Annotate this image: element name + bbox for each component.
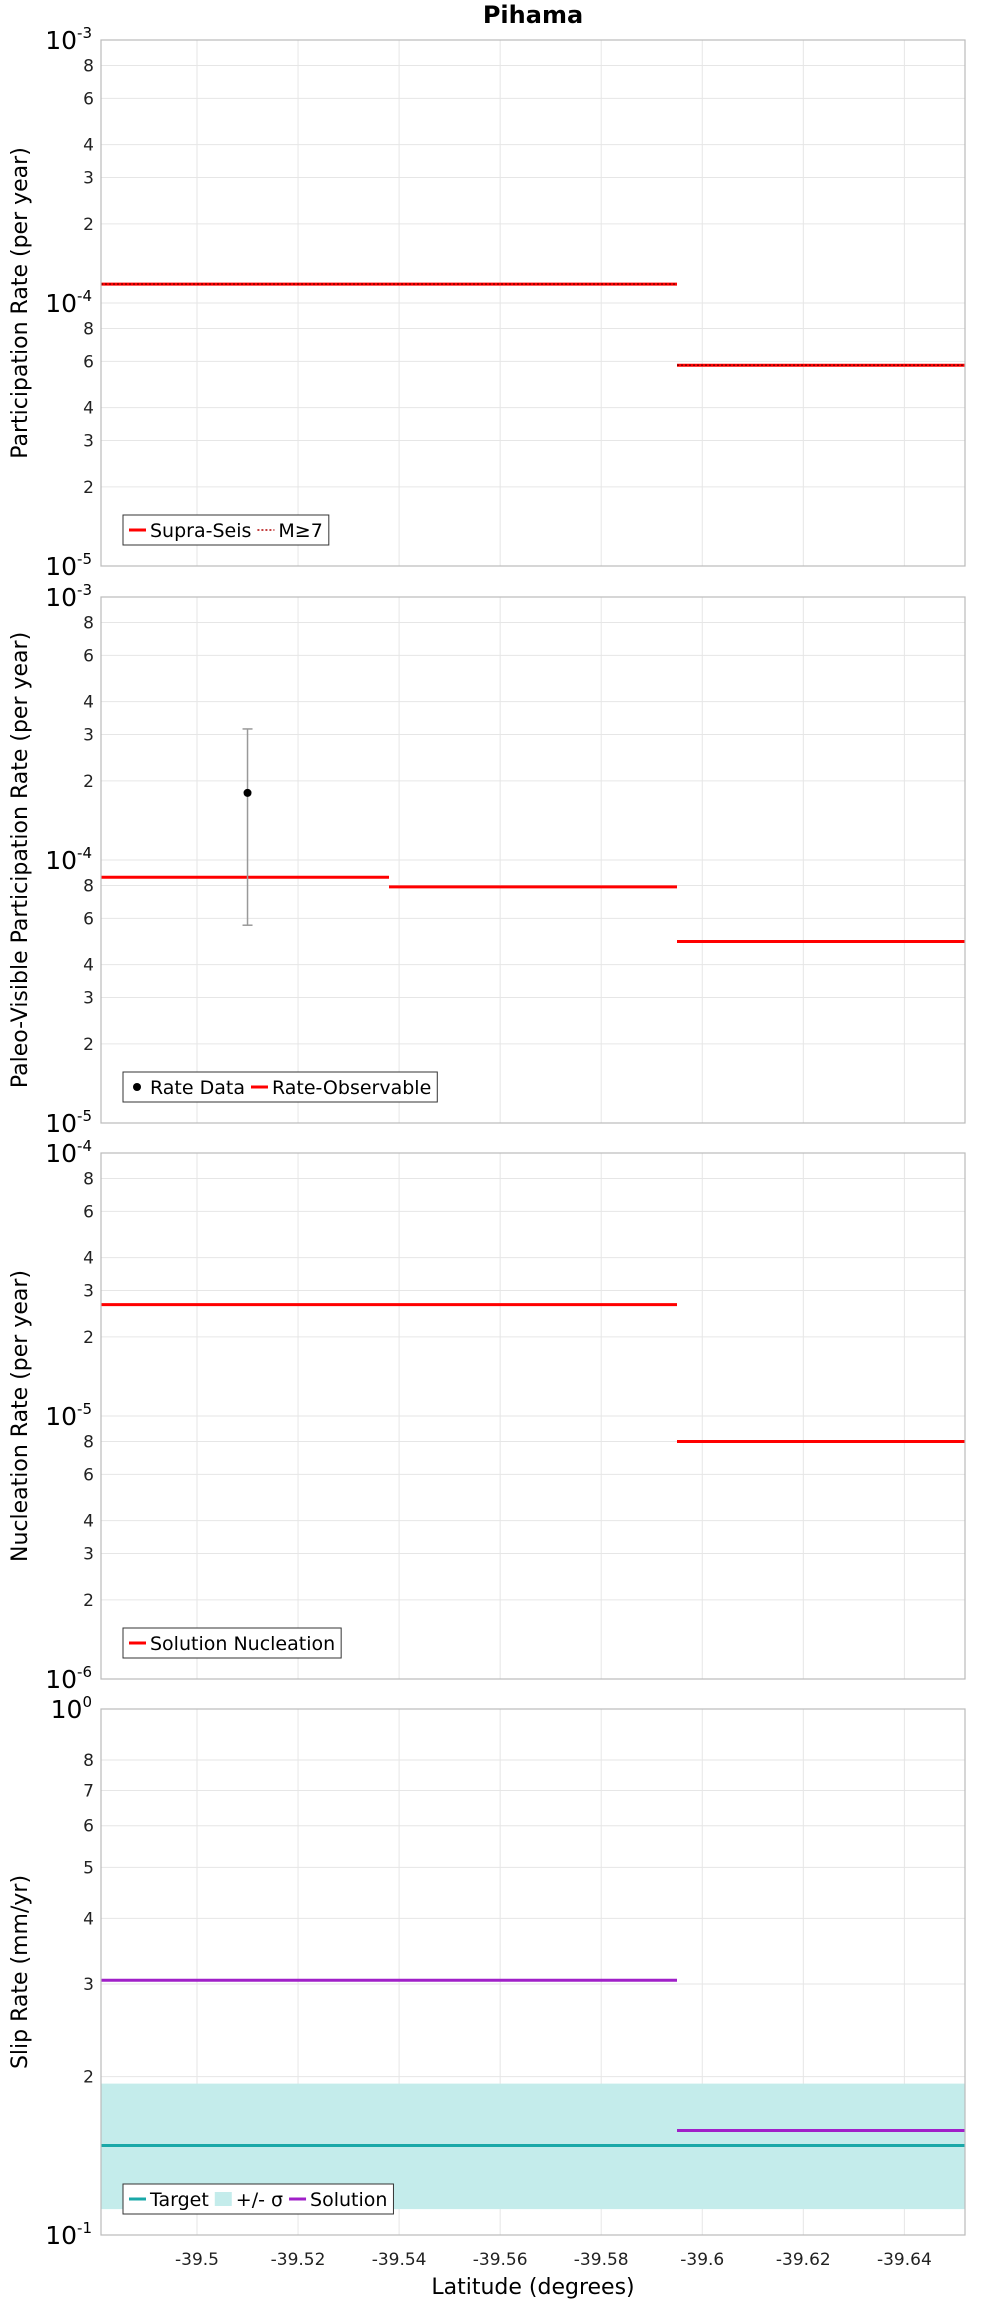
y-tick-label: 2 (83, 1035, 94, 1055)
y-tick-label: 4 (83, 693, 94, 713)
y-tick-label-decade: 10-1 (45, 2219, 92, 2250)
legend-label: Rate-Observable (272, 1077, 431, 1099)
legend-swatch (133, 1083, 141, 1091)
y-tick-label: 2 (83, 215, 94, 235)
y-tick-label: 2 (83, 1591, 94, 1611)
legend-label: Target (149, 2189, 209, 2211)
y-tick-label: 8 (83, 1751, 94, 1771)
y-axis-label: Paleo-Visible Participation Rate (per ye… (8, 632, 33, 1088)
x-tick-label: -39.52 (271, 2250, 326, 2270)
x-axis-label: Latitude (degrees) (431, 2275, 634, 2300)
y-tick-label: 3 (83, 1282, 94, 1302)
y-tick-label: 8 (83, 319, 94, 339)
plot-frame (100, 596, 966, 1124)
y-tick-label-decade: 10-3 (45, 24, 92, 55)
y-tick-label: 6 (83, 646, 94, 666)
x-tick-label: -39.5 (175, 2250, 219, 2270)
y-tick-label: 5 (83, 1858, 94, 1878)
y-tick-label: 3 (83, 726, 94, 746)
x-tick-label: -39.62 (776, 2250, 831, 2270)
y-tick-label: 3 (83, 1975, 94, 1995)
y-tick-label-decade: 10-6 (45, 1663, 92, 1694)
y-tick-label: 6 (83, 1817, 94, 1837)
legend-label: Supra-Seis (150, 520, 251, 542)
legend-box (122, 1071, 438, 1103)
y-tick-label: 8 (83, 56, 94, 76)
x-tick-label: -39.56 (473, 2250, 528, 2270)
y-tick-label: 4 (83, 136, 94, 156)
y-tick-label: 6 (83, 1465, 94, 1485)
y-tick-label-decade: 10-4 (45, 1137, 92, 1168)
legend-label: +/- σ (236, 2189, 283, 2211)
legend: Solution Nucleation (122, 1627, 342, 1659)
y-tick-label: 6 (83, 352, 94, 372)
x-tick-label: -39.54 (372, 2250, 427, 2270)
y-tick-label: 4 (83, 1512, 94, 1532)
y-tick-label: 4 (83, 399, 94, 419)
y-tick-label: 3 (83, 1545, 94, 1565)
plot-frame (100, 39, 966, 567)
y-tick-label: 3 (83, 432, 94, 452)
legend: Rate Data Rate-Observable (122, 1071, 438, 1103)
x-tick-label: -39.64 (877, 2250, 932, 2270)
chart-panel-1: 10-3 10-4 10-5 8 6 4 3 2 8 6 4 3 2 Participation Rate… (8, 1, 966, 581)
legend: Supra-Seis M≥7 (122, 514, 330, 546)
legend-label: M≥7 (278, 520, 322, 542)
legend-box (122, 514, 330, 546)
y-tick-label-decade: 10-5 (45, 1400, 92, 1431)
legend: Target +/- σ Solution (122, 2183, 394, 2215)
y-tick-label: 3 (83, 989, 94, 1009)
plot-frame (100, 1152, 966, 1680)
y-tick-label: 2 (83, 478, 94, 498)
y-tick-label-decade: 100 (51, 1693, 92, 1724)
y-tick-label: 2 (83, 1328, 94, 1348)
legend-label: Solution Nucleation (150, 1633, 335, 1655)
y-tick-label: 8 (83, 876, 94, 896)
y-tick-label-decade: 10-5 (45, 550, 92, 581)
y-tick-label: 3 (83, 169, 94, 189)
plot-frame (100, 1708, 966, 2236)
chart-panel-2: 10-3 10-4 10-5 8 6 4 3 2 8 6 4 3 2 Paleo-Visible Part… (8, 581, 966, 1138)
x-tick-label: -39.58 (574, 2250, 629, 2270)
y-tick-label-decade: 10-4 (45, 287, 92, 318)
y-tick-label: 8 (83, 613, 94, 633)
y-tick-label: 8 (83, 1432, 94, 1452)
legend-box (122, 1627, 342, 1659)
y-tick-label: 8 (83, 1169, 94, 1189)
y-tick-label: 2 (83, 772, 94, 792)
y-tick-label: 4 (83, 1909, 94, 1929)
legend-swatch (214, 2192, 232, 2206)
y-tick-label: 4 (83, 956, 94, 976)
y-tick-label-decade: 10-3 (45, 581, 92, 612)
legend-label: Solution (310, 2189, 387, 2211)
y-tick-label: 6 (83, 909, 94, 929)
chart-title: Pihama (483, 1, 583, 29)
y-tick-label: 6 (83, 89, 94, 109)
y-axis-label: Participation Rate (per year) (8, 147, 33, 459)
chart-panel-3: 10-4 10-5 10-6 8 6 4 3 2 8 6 4 3 2 Nucleation Rate (p… (8, 1137, 966, 1694)
y-tick-label-decade: 10-4 (45, 844, 92, 875)
y-tick-label: 7 (83, 1781, 94, 1801)
y-tick-label: 2 (83, 2068, 94, 2088)
y-tick-label: 6 (83, 1202, 94, 1222)
legend-box (122, 2183, 394, 2215)
y-axis-label: Nucleation Rate (per year) (8, 1270, 33, 1562)
y-tick-label-decade: 10-5 (45, 1107, 92, 1138)
y-axis-label: Slip Rate (mm/yr) (8, 1875, 33, 2069)
x-tick-label: -39.6 (680, 2250, 724, 2270)
legend-label: Rate Data (150, 1077, 245, 1099)
data-point (243, 788, 252, 797)
y-tick-label: 4 (83, 1249, 94, 1269)
chart-panel-4: 100 10-1 8 7 6 5 4 3 2 Slip Rate (mm/yr) -39.5 -39.… (8, 1693, 966, 2300)
